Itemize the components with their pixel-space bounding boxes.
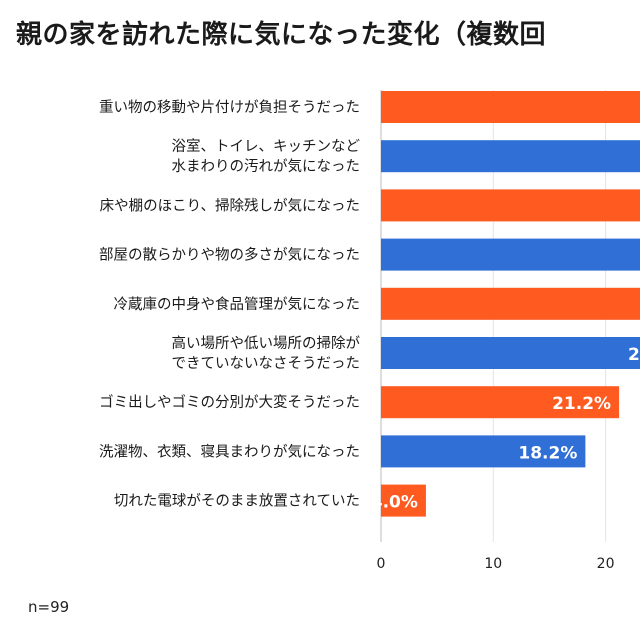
category-label: 浴室、トイレ、キッチンなど <box>172 138 361 155</box>
bar <box>381 484 426 517</box>
bar-value-label: 21.2% <box>552 394 611 414</box>
category-label: 冷蔵庫の中身や食品管理が気になった <box>114 296 361 313</box>
category-label: 切れた電球がそのまま放置されていた <box>114 493 360 510</box>
category-label: 部屋の散らかりや物の多さが気になった <box>99 247 360 264</box>
x-tick-label: 20 <box>597 556 615 572</box>
category-label: 高い場所や低い場所の掃除が <box>172 334 361 352</box>
bar-value-label: 4.0% <box>371 493 418 513</box>
category-label: できていないなさそうだった <box>172 355 361 372</box>
bar <box>381 337 640 369</box>
bar <box>381 435 586 468</box>
sample-size-note: n=99 <box>28 598 70 616</box>
bar <box>381 91 640 123</box>
bar-value-label: 18.2% <box>518 443 577 463</box>
category-label: ゴミ出しやゴミの分別が大変そうだった <box>99 393 360 411</box>
x-tick-label: 10 <box>484 556 502 572</box>
bar <box>381 386 620 419</box>
category-label: 水まわりの汚れが気になった <box>172 158 361 175</box>
bar-value-label: 2 <box>628 345 640 365</box>
page-title: 親の家を訪れた際に気になった変化（複数回 <box>16 20 547 50</box>
category-label: 洗濯物、衣類、寝具まわりが気になった <box>99 442 360 460</box>
bar <box>381 238 640 271</box>
bar <box>381 140 640 173</box>
category-label: 床や棚のほこり、掃除残しが気になった <box>100 196 360 214</box>
bar <box>381 189 640 222</box>
bar <box>381 287 640 320</box>
x-tick-label: 0 <box>377 556 386 572</box>
category-label: 重い物の移動や片付けが負担そうだった <box>99 99 360 116</box>
